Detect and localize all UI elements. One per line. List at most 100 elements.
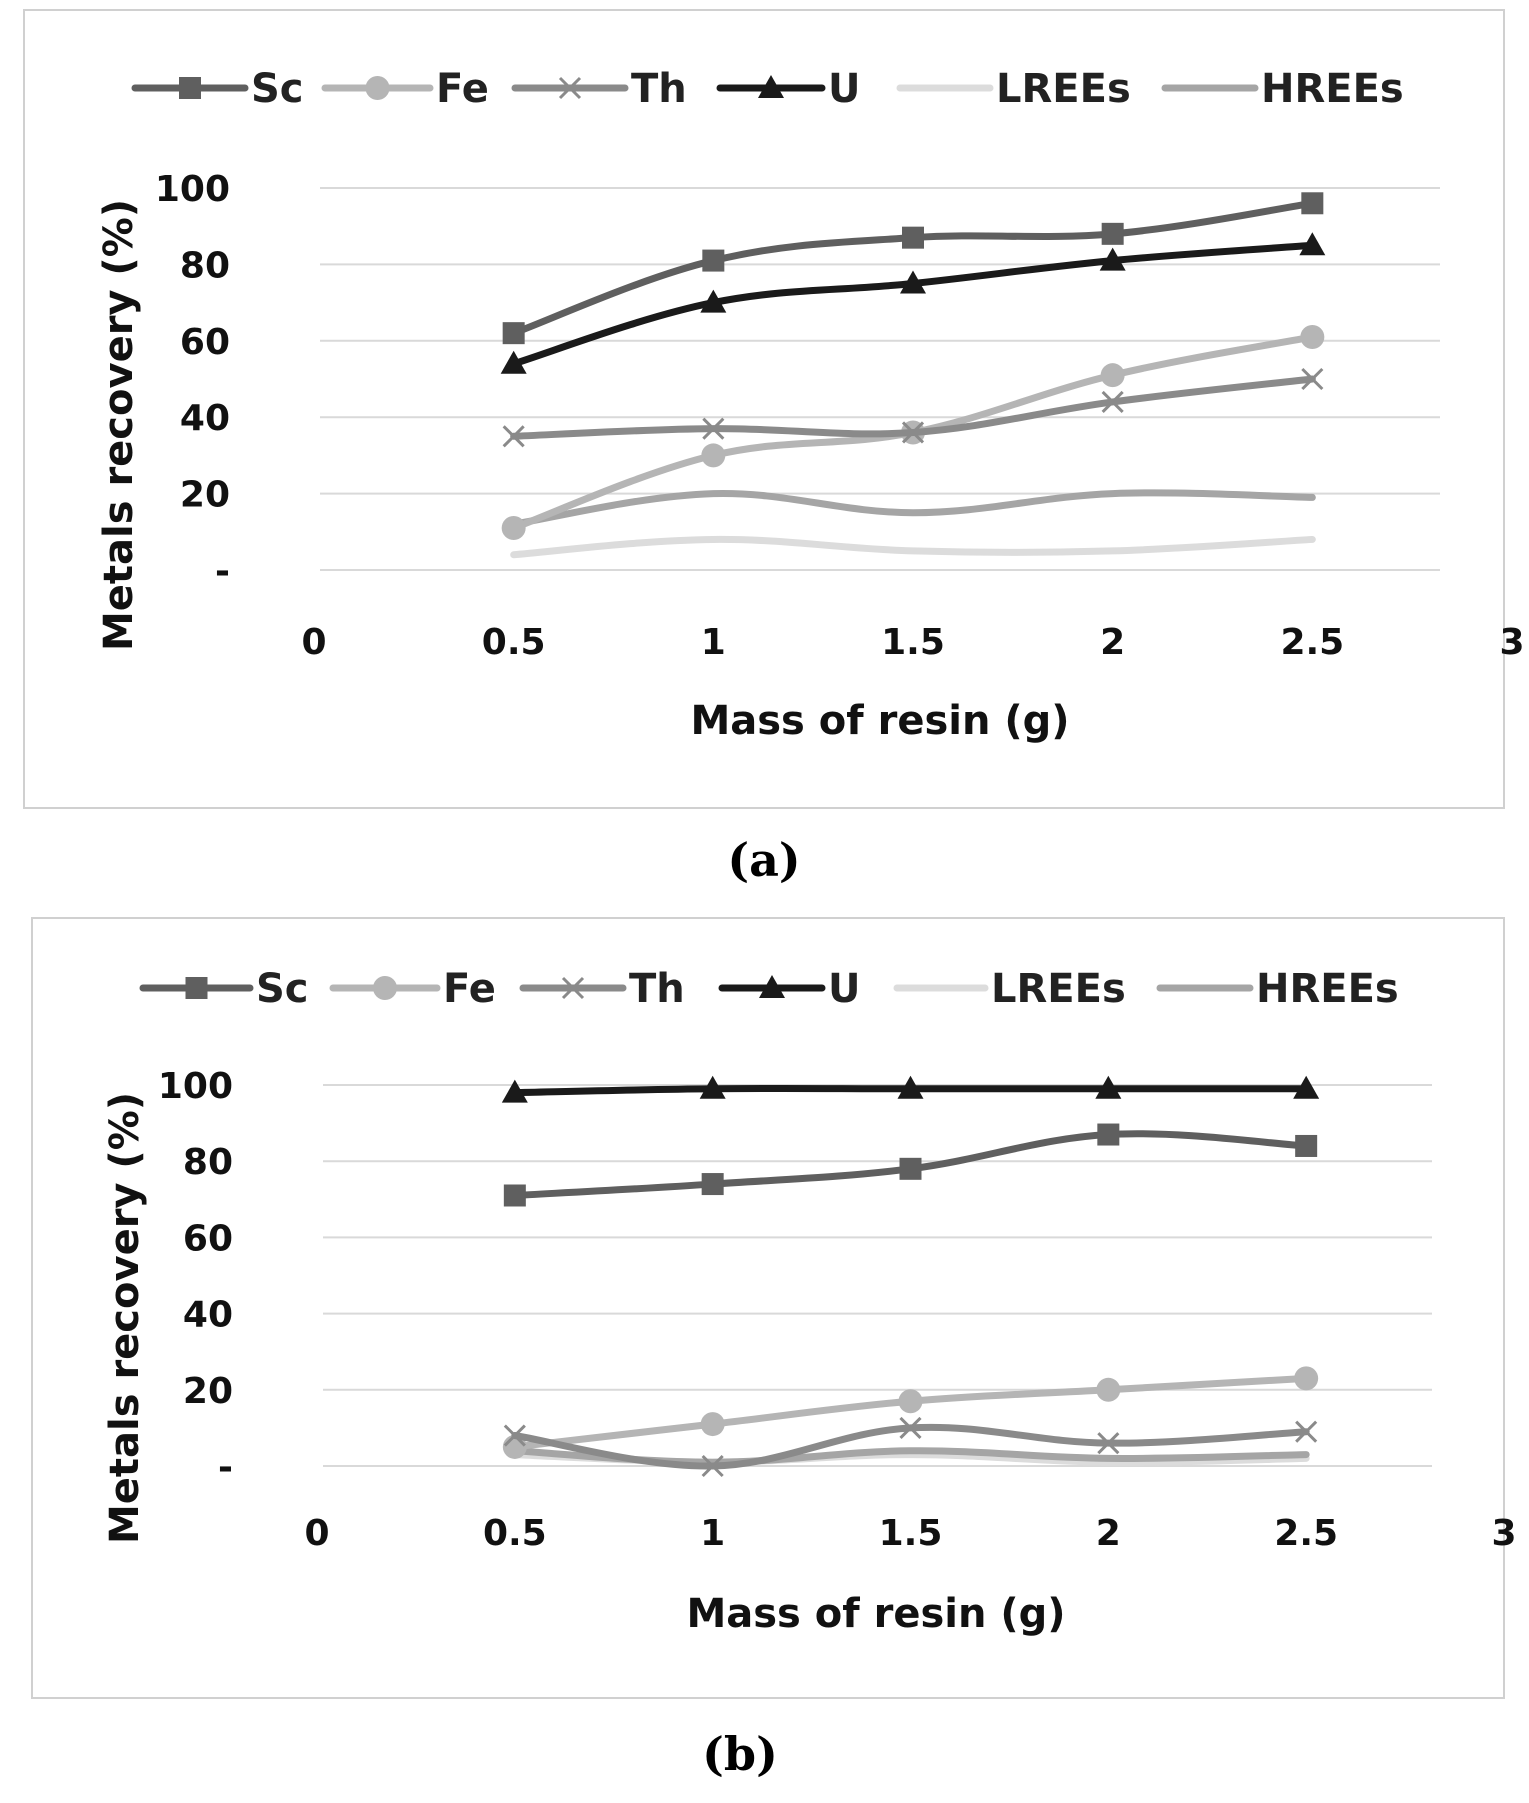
chart-a-x-axis-title: Mass of resin (g) — [690, 698, 1069, 744]
chart-a-series-hrees — [510, 489, 1316, 528]
chart-a-x-tick-label: 2.5 — [1280, 622, 1344, 663]
chart-a-legend-marker — [558, 76, 582, 100]
chart-a-caption: (a) — [727, 833, 800, 887]
chart-a-point-th — [702, 417, 725, 440]
chart-b-legend-item-lrees: LREEs — [893, 966, 1126, 1012]
chart-a-point-fe — [701, 443, 726, 468]
chart-a-frame — [23, 9, 1505, 809]
chart-a-legend: Sc Fe Th U LREEs HREEs — [131, 66, 1404, 112]
chart-b-legend-marker — [185, 977, 208, 999]
chart-b-gridlines — [323, 1084, 1432, 1467]
chart-a-legend-marker — [365, 76, 390, 100]
chart-b-y-tick-label: - — [218, 1447, 233, 1488]
chart-b-point-u — [1293, 1075, 1320, 1099]
chart-b-series-sc — [503, 1123, 1318, 1207]
chart-a-legend-label: LREEs — [996, 66, 1131, 112]
chart-a-x-tick-label: 3 — [1499, 622, 1524, 663]
chart-b-caption: (b) — [702, 1727, 778, 1781]
chart-a-point-u — [900, 270, 926, 294]
chart-b-x-tick-label: 1.5 — [879, 1513, 943, 1554]
chart-b-point-th — [1097, 1432, 1120, 1455]
chart-b-frame — [31, 917, 1505, 1699]
chart-b-y-tick-label: 40 — [183, 1295, 233, 1336]
chart-a-legend-label: Sc — [251, 66, 304, 112]
chart-a-point-th — [1101, 390, 1124, 413]
chart-b-point-fe — [1294, 1366, 1319, 1391]
chart-panel-a: Sc Fe Th U LREEs HREEs - 20 40 60 80 100 0 0.5 1 1.5 2… — [23, 9, 1525, 809]
chart-a-y-tick-label: 40 — [180, 398, 230, 439]
chart-b-x-axis-title: Mass of resin (g) — [686, 1591, 1065, 1637]
chart-b-x-ticks: 0 0.5 1 1.5 2 2.5 3 — [304, 1513, 1516, 1554]
chart-b-legend-item-hrees: HREEs — [1156, 966, 1399, 1012]
chart-a-y-tick-label: 60 — [180, 322, 230, 363]
chart-a-y-tick-label: 80 — [180, 245, 230, 286]
chart-b-y-tick-label: 100 — [158, 1066, 233, 1107]
chart-a-point-sc — [902, 226, 924, 249]
chart-b-point-u — [699, 1075, 726, 1099]
chart-a-point-u — [500, 350, 527, 374]
chart-b-point-th — [701, 1454, 724, 1478]
chart-a-y-tick-label: - — [215, 551, 230, 592]
chart-a-point-th — [502, 425, 525, 448]
chart-a-point-sc — [1301, 192, 1324, 215]
chart-a-legend-marker — [179, 77, 201, 99]
chart-a-legend-label: Th — [631, 66, 687, 112]
chart-b-point-sc — [1295, 1134, 1318, 1157]
chart-a-x-tick-label: 1 — [701, 622, 726, 663]
chart-b-x-tick-label: 2 — [1096, 1513, 1121, 1554]
chart-b-point-u — [897, 1075, 924, 1099]
chart-b-point-u — [501, 1079, 528, 1103]
chart-b-point-sc — [701, 1173, 724, 1196]
chart-a-y-axis-title: Metals recovery (%) — [96, 199, 142, 651]
chart-a-line-hrees — [510, 489, 1316, 528]
chart-a-legend-item-sc: Sc — [131, 66, 304, 112]
chart-a-point-fe — [501, 515, 526, 540]
chart-b-y-axis-title: Metals recovery (%) — [102, 1092, 148, 1544]
chart-a-x-tick-label: 1.5 — [881, 622, 945, 663]
chart-a-series-th — [502, 367, 1324, 448]
chart-b-point-fe — [1096, 1377, 1121, 1402]
chart-b-point-sc — [1097, 1123, 1120, 1146]
chart-a-legend-label: Fe — [436, 66, 489, 112]
chart-a-x-tick-label: 0 — [301, 622, 326, 663]
chart-b-point-fe — [700, 1412, 725, 1437]
chart-b-point-th — [1295, 1420, 1318, 1443]
chart-a-legend-item-u: U — [716, 66, 860, 112]
chart-b-y-tick-label: 60 — [183, 1218, 233, 1259]
chart-a-legend-label: U — [828, 66, 860, 112]
chart-b-legend-marker — [759, 975, 785, 998]
chart-b-point-sc — [503, 1184, 526, 1207]
chart-a-point-th — [901, 421, 925, 444]
chart-a-point-sc — [702, 249, 725, 272]
chart-a-point-th — [1301, 367, 1324, 391]
chart-b-legend-label: Fe — [443, 966, 496, 1012]
chart-a-legend-label: HREEs — [1261, 66, 1404, 112]
chart-a-point-u — [700, 289, 727, 313]
chart-b-series-th — [503, 1416, 1318, 1478]
chart-a-series — [500, 192, 1326, 559]
chart-b-x-tick-label: 0 — [304, 1513, 329, 1554]
chart-a-point-u — [1299, 232, 1326, 256]
chart-a-legend-item-lrees: LREEs — [896, 66, 1131, 112]
chart-b-y-ticks: - 20 40 60 80 100 — [158, 1066, 233, 1488]
chart-a-series-u — [500, 232, 1326, 374]
chart-panel-b: Sc Fe Th U LREEs HREEs - 20 40 60 80 100 0 0.5 1 1.5 2… — [31, 917, 1517, 1699]
chart-b-x-tick-label: 0.5 — [483, 1513, 547, 1554]
chart-a-legend-item-fe: Fe — [321, 66, 489, 112]
chart-a-y-tick-label: 100 — [155, 169, 230, 210]
chart-b-legend-marker — [373, 976, 397, 1000]
chart-b-y-tick-label: 20 — [183, 1371, 233, 1412]
chart-b-legend-label: Th — [629, 966, 685, 1012]
chart-a-point-fe — [1300, 324, 1325, 349]
chart-b-legend-item-u: U — [718, 966, 860, 1012]
chart-b-legend-label: LREEs — [991, 966, 1126, 1012]
chart-a-line-lrees — [510, 535, 1316, 559]
chart-b-legend-label: U — [828, 966, 860, 1012]
chart-a-y-ticks: - 20 40 60 80 100 — [155, 169, 230, 592]
chart-a-series-sc — [502, 192, 1324, 345]
chart-b-legend-item-fe: Fe — [329, 966, 496, 1012]
chart-b-y-tick-label: 80 — [183, 1142, 233, 1183]
chart-b-point-th — [503, 1424, 526, 1447]
chart-b-point-th — [899, 1416, 922, 1439]
